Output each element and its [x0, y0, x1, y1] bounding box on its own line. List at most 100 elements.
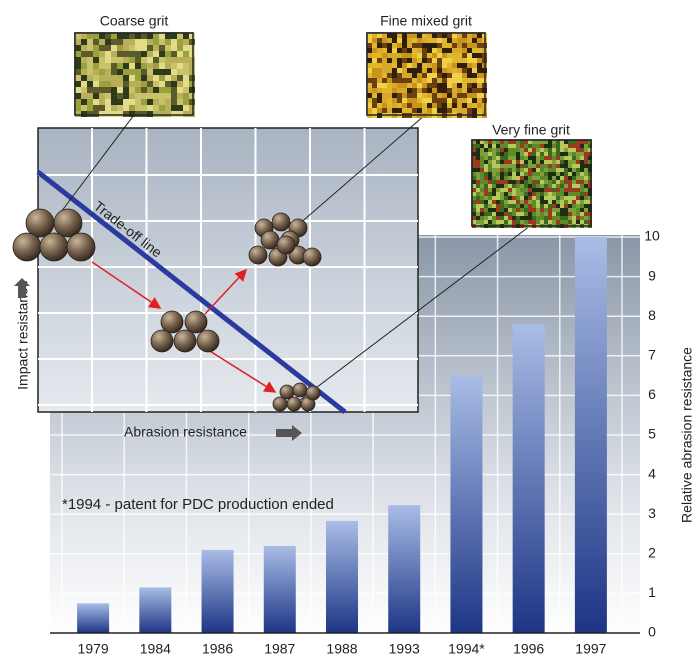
texture-cell [480, 184, 484, 188]
texture-cell [377, 38, 382, 43]
texture-cell [516, 188, 520, 192]
texture-cell [129, 51, 135, 57]
texture-cell [576, 168, 580, 172]
texture-cell [141, 81, 147, 87]
texture-cell [189, 99, 195, 105]
texture-cell [576, 164, 580, 168]
texture-cell [568, 160, 572, 164]
texture-cell [548, 216, 552, 220]
texture-cell [528, 200, 532, 204]
texture-cell [584, 144, 588, 148]
texture-cell [442, 53, 447, 58]
grain [184, 310, 208, 334]
texture-cell [540, 196, 544, 200]
texture-cell [462, 98, 467, 103]
texture-cell [512, 200, 516, 204]
texture-cell [516, 212, 520, 216]
texture-cell [135, 51, 141, 57]
texture-cell [528, 156, 532, 160]
texture-cell [159, 51, 165, 57]
texture-cell [484, 220, 488, 224]
texture-cell [540, 208, 544, 212]
texture-cell [377, 48, 382, 53]
texture-cell [392, 83, 397, 88]
texture-cell [480, 160, 484, 164]
texture-cell [412, 78, 417, 83]
texture-cell [492, 172, 496, 176]
texture-cell [183, 111, 189, 117]
texture-cell [117, 57, 123, 63]
texture-cell [452, 38, 457, 43]
texture-cell [484, 204, 488, 208]
texture-cell [87, 69, 93, 75]
texture-cell [87, 45, 93, 51]
texture-cell [165, 99, 171, 105]
texture-cell [117, 51, 123, 57]
texture-cell [568, 200, 572, 204]
texture-cell [512, 160, 516, 164]
texture-cell [556, 144, 560, 148]
texture-cell [457, 63, 462, 68]
texture-cell [422, 78, 427, 83]
texture-cell [484, 172, 488, 176]
texture-cell [129, 33, 135, 39]
texture-cell [462, 83, 467, 88]
texture-cell [412, 103, 417, 108]
texture-cell [508, 168, 512, 172]
texture-cell [532, 148, 536, 152]
texture-cell [427, 88, 432, 93]
coarse-label: Coarse grit [100, 13, 169, 29]
texture-cell [392, 43, 397, 48]
texture-cell [189, 45, 195, 51]
texture-cell [588, 148, 592, 152]
texture-cell [584, 220, 588, 224]
texture-cell [492, 164, 496, 168]
texture-cell [544, 188, 548, 192]
texture-cell [81, 33, 87, 39]
texture-cell [516, 220, 520, 224]
texture-cell [556, 140, 560, 144]
texture-cell [560, 168, 564, 172]
texture-cell [492, 192, 496, 196]
texture-cell [377, 93, 382, 98]
texture-cell [476, 208, 480, 212]
texture-cell [467, 83, 472, 88]
texture-cell [427, 73, 432, 78]
texture-cell [520, 220, 524, 224]
texture-cell [540, 220, 544, 224]
texture-cell [536, 176, 540, 180]
texture-cell [412, 68, 417, 73]
texture-cell [496, 176, 500, 180]
texture-cell [387, 33, 392, 38]
texture-cell [135, 111, 141, 117]
texture-cell [584, 168, 588, 172]
bar [512, 324, 545, 633]
texture-cell [496, 216, 500, 220]
texture-cell [516, 164, 520, 168]
texture-cell [480, 176, 484, 180]
texture-cell [407, 73, 412, 78]
texture-cell [123, 57, 129, 63]
texture-cell [516, 140, 520, 144]
texture-cell [367, 93, 372, 98]
texture-cell [87, 39, 93, 45]
texture-cell [512, 192, 516, 196]
texture-cell [480, 192, 484, 196]
texture-cell [147, 93, 153, 99]
texture-cell [488, 156, 492, 160]
texture-cell [392, 53, 397, 58]
texture-cell [442, 33, 447, 38]
texture-cell [111, 45, 117, 51]
texture-cell [412, 98, 417, 103]
texture-cell [556, 188, 560, 192]
texture-cell [367, 68, 372, 73]
texture-cell [568, 176, 572, 180]
texture-cell [402, 63, 407, 68]
texture-cell [147, 33, 153, 39]
texture-cell [81, 39, 87, 45]
texture-cell [472, 98, 477, 103]
y-tick-label: 0 [648, 624, 656, 640]
texture-cell [437, 98, 442, 103]
texture-cell [588, 200, 592, 204]
texture-cell [432, 103, 437, 108]
